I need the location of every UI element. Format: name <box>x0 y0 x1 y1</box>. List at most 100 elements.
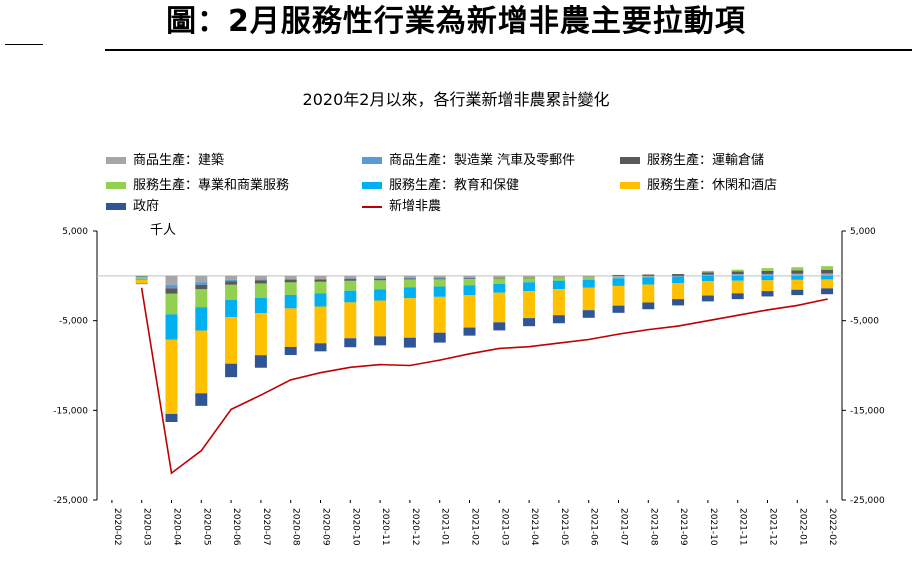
bar-segment <box>344 280 357 291</box>
bar-segment <box>552 289 565 316</box>
bar-segment <box>701 295 714 302</box>
bar-segment <box>135 276 148 279</box>
bar-segment <box>552 277 565 278</box>
bar-segment <box>791 279 804 290</box>
x-tick-label: 2022-01 <box>797 508 807 546</box>
bar-segment <box>642 276 655 278</box>
bar-segment <box>731 274 744 275</box>
legend-label: 政府 <box>133 199 160 214</box>
bar-segment <box>672 276 685 284</box>
bar-segment <box>135 279 148 284</box>
page-title: 圖：2月服務性行業為新增非農主要拉動項 <box>166 4 746 39</box>
bar-segment <box>672 283 685 300</box>
bar-segment <box>582 287 595 311</box>
bar-segment <box>284 346 297 356</box>
bar-segment <box>493 275 506 278</box>
x-tick-label: 2021-04 <box>529 508 539 546</box>
bar-segment <box>701 270 714 273</box>
bar-segment <box>463 278 476 279</box>
bar-segment <box>284 278 297 280</box>
bar-segment <box>582 275 595 278</box>
bar-segment <box>761 268 774 271</box>
bar-segment <box>225 284 238 301</box>
bar-segment <box>582 277 595 280</box>
bar-segment <box>791 270 804 274</box>
bar-segment <box>433 296 446 333</box>
bar-segment <box>195 284 208 290</box>
nonfarm-point <box>707 319 709 322</box>
x-tick-label: 2020-08 <box>291 508 301 546</box>
bar-segment <box>284 275 297 279</box>
bar-segment <box>701 274 714 275</box>
unit-label: 千人 <box>150 223 177 238</box>
bar-segment <box>821 274 834 276</box>
bar-segment <box>642 277 655 285</box>
bar-segment <box>523 277 536 279</box>
bar-segment <box>403 279 416 288</box>
bar-segment <box>254 279 267 281</box>
y-tick-label-right: 5,000 <box>850 227 876 237</box>
bar-segment <box>612 275 625 277</box>
bar-segment <box>254 297 267 314</box>
bar-segment <box>284 308 297 347</box>
bar-segment <box>791 267 804 271</box>
x-tick-label: 2020-12 <box>410 508 420 546</box>
bar-segment <box>761 274 774 276</box>
bar-segment <box>195 307 208 331</box>
x-tick-label: 2021-05 <box>559 508 569 546</box>
bar-segment <box>791 275 804 280</box>
title-divider <box>105 49 912 51</box>
bar-segment <box>552 280 565 290</box>
bar-segment <box>463 295 476 328</box>
nonfarm-point <box>468 353 471 355</box>
bar-segment <box>821 288 834 295</box>
bar-segment <box>225 363 238 378</box>
bar-segment <box>701 281 714 296</box>
bar-segment <box>761 270 774 274</box>
x-tick-label: 2020-04 <box>172 508 182 546</box>
bar-segment <box>165 293 178 315</box>
bar-segment <box>225 300 238 318</box>
bar-segment <box>821 279 834 289</box>
bar-segment <box>165 288 178 294</box>
bar-segment <box>821 275 834 280</box>
x-tick-label: 2020-09 <box>321 508 331 546</box>
bar-segment <box>314 293 327 307</box>
nonfarm-point <box>379 363 381 366</box>
bar-segment <box>254 355 267 368</box>
x-tick-label: 2021-06 <box>589 508 599 546</box>
bar-segment <box>523 282 536 292</box>
bar-segment <box>374 336 387 346</box>
bar-segment <box>523 275 536 278</box>
bar-segment <box>701 275 714 282</box>
bar-segment <box>254 275 267 280</box>
bar-segment <box>195 330 208 394</box>
nonfarm-point <box>736 314 739 317</box>
legend-swatch <box>106 182 126 189</box>
bar-segment <box>254 280 267 284</box>
bar-segment <box>493 277 506 279</box>
legend-swatch <box>362 157 382 164</box>
bar-segment <box>791 273 804 275</box>
x-tick-label: 2022-02 <box>827 508 837 546</box>
x-tick-label: 2021-02 <box>470 508 480 546</box>
bar-segment <box>731 271 744 275</box>
bar-segment <box>493 278 506 284</box>
bar-segment <box>314 279 327 282</box>
bar-segment <box>463 285 476 296</box>
bar-segment <box>761 291 774 297</box>
y-tick-label-left: -15,000 <box>53 406 88 416</box>
bar-segment <box>582 310 595 318</box>
x-tick-label: 2020-03 <box>142 508 152 546</box>
bar-segment <box>195 275 208 283</box>
x-tick-label: 2021-11 <box>738 508 748 546</box>
legend-label: 服務生產：教育和保健 <box>389 178 520 193</box>
bar-segment <box>195 289 208 308</box>
bar-segment <box>135 283 148 285</box>
bar-segment <box>791 274 804 276</box>
bar-segment <box>254 313 267 356</box>
bar-segment <box>433 275 446 279</box>
bar-segment <box>165 339 178 414</box>
bar-segment <box>493 283 506 293</box>
bar-segment <box>344 275 357 279</box>
